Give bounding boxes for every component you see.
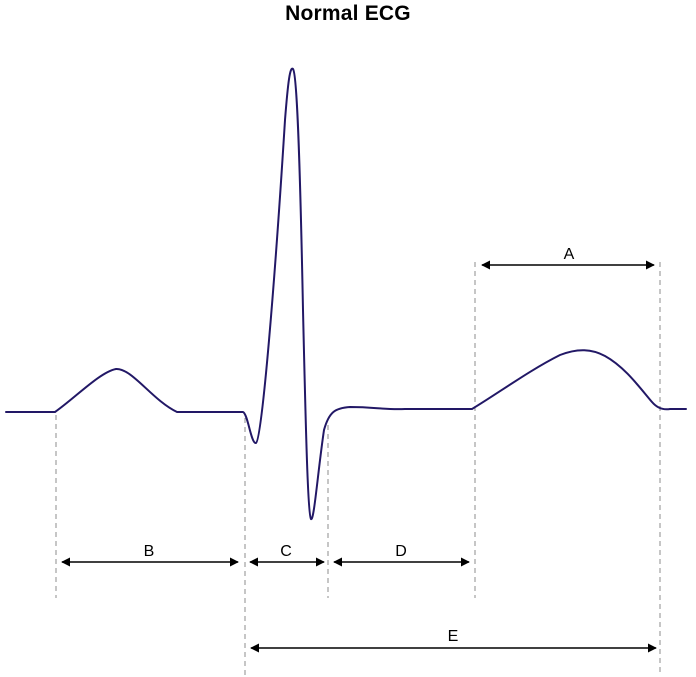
interval-d-label: D — [395, 543, 407, 560]
interval-c-label: C — [280, 543, 292, 560]
interval-a-label: A — [564, 246, 575, 263]
diagram-title: Normal ECG — [285, 2, 411, 25]
interval-b-label: B — [144, 543, 155, 560]
ecg-trace — [5, 67, 687, 521]
interval-arrows — [61, 260, 657, 653]
interval-e-label: E — [448, 628, 459, 645]
guide-lines — [55, 262, 661, 675]
